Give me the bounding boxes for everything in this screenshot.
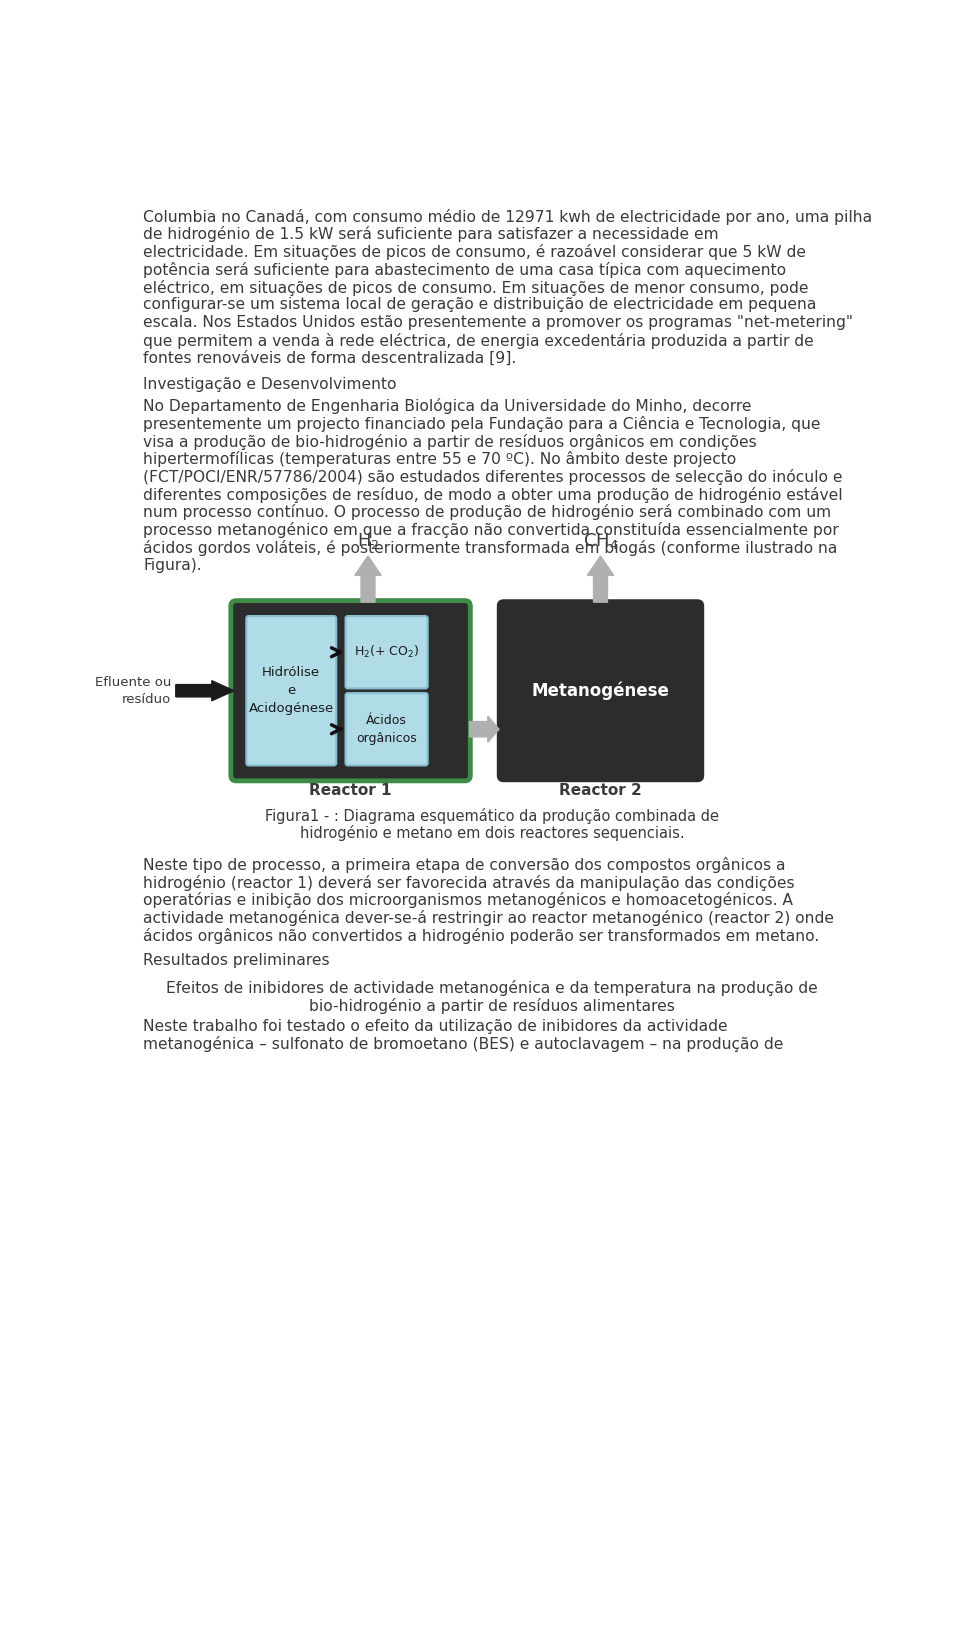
Text: H$_2$: H$_2$ [357, 531, 379, 552]
Text: electricidade. Em situações de picos de consumo, é razoável considerar que 5 kW : electricidade. Em situações de picos de … [143, 245, 806, 260]
Text: actividade metanogénica dever-se-á restringir ao reactor metanogénico (reactor 2: actividade metanogénica dever-se-á restr… [143, 910, 834, 927]
Text: Neste tipo de processo, a primeira etapa de conversão dos compostos orgânicos a: Neste tipo de processo, a primeira etapa… [143, 858, 785, 872]
FancyBboxPatch shape [230, 601, 470, 780]
Polygon shape [469, 716, 499, 743]
Text: Efluente ou
resíduo: Efluente ou resíduo [95, 675, 171, 706]
Text: ácidos orgânicos não convertidos a hidrogénio poderão ser transformados em metan: ácidos orgânicos não convertidos a hidro… [143, 928, 820, 943]
FancyBboxPatch shape [498, 601, 703, 780]
Text: hidrogénio (reactor 1) deverá ser favorecida através da manipulação das condiçõe: hidrogénio (reactor 1) deverá ser favore… [143, 874, 795, 891]
Text: hipertermofílicas (temperaturas entre 55 e 70 ºC). No âmbito deste projecto: hipertermofílicas (temperaturas entre 55… [143, 452, 736, 467]
Text: visa a produção de bio-hidrogénio a partir de resíduos orgânicos em condições: visa a produção de bio-hidrogénio a part… [143, 434, 757, 450]
Text: metanogénica – sulfonato de bromoetano (BES) e autoclavagem – na produção de: metanogénica – sulfonato de bromoetano (… [143, 1037, 783, 1053]
Text: Investigação e Desenvolvimento: Investigação e Desenvolvimento [143, 378, 396, 393]
Text: bio-hidrogénio a partir de resíduos alimentares: bio-hidrogénio a partir de resíduos alim… [309, 997, 675, 1014]
Text: processo metanogénico em que a fracção não convertida constituída essencialmente: processo metanogénico em que a fracção n… [143, 522, 839, 539]
Text: diferentes composições de resíduo, de modo a obter uma produção de hidrogénio es: diferentes composições de resíduo, de mo… [143, 486, 843, 503]
Text: Reactor 2: Reactor 2 [559, 784, 642, 798]
Text: Resultados preliminares: Resultados preliminares [143, 953, 330, 968]
Text: fontes renováveis de forma descentralizada [9].: fontes renováveis de forma descentraliza… [143, 350, 516, 366]
Text: Columbia no Canadá, com consumo médio de 12971 kwh de electricidade por ano, uma: Columbia no Canadá, com consumo médio de… [143, 209, 873, 225]
FancyBboxPatch shape [346, 693, 427, 766]
Text: de hidrogénio de 1.5 kW será suficiente para satisfazer a necessidade em: de hidrogénio de 1.5 kW será suficiente … [143, 227, 719, 243]
Text: Figura1 - : Diagrama esquemático da produção combinada de: Figura1 - : Diagrama esquemático da prod… [265, 808, 719, 823]
Text: que permitem a venda à rede eléctrica, de energia excedentária produzida a parti: que permitem a venda à rede eléctrica, d… [143, 332, 814, 348]
Text: No Departamento de Engenharia Biológica da Universidade do Minho, decorre: No Departamento de Engenharia Biológica … [143, 398, 752, 414]
Text: operatórias e inibição dos microorganismos metanogénicos e homoacetogénicos. A: operatórias e inibição dos microorganism… [143, 892, 793, 909]
Text: potência será suficiente para abastecimento de uma casa típica com aquecimento: potência será suficiente para abastecime… [143, 261, 786, 278]
Text: Ácidos
orgânicos: Ácidos orgânicos [356, 713, 417, 744]
Text: escala. Nos Estados Unidos estão presentemente a promover os programas "net-mete: escala. Nos Estados Unidos estão present… [143, 315, 853, 330]
Text: CH$_4$: CH$_4$ [583, 531, 618, 552]
Text: Hidrólise
e
Acidogénese: Hidrólise e Acidogénese [249, 665, 334, 715]
Text: ácidos gordos voláteis, é posteriormente transformada em biogás (conforme ilustr: ácidos gordos voláteis, é posteriormente… [143, 541, 838, 555]
Text: num processo contínuo. O processo de produção de hidrogénio será combinado com u: num processo contínuo. O processo de pro… [143, 504, 831, 521]
Text: configurar-se um sistema local de geração e distribuição de electricidade em peq: configurar-se um sistema local de geraçã… [143, 297, 817, 312]
Text: (FCT/POCI/ENR/57786/2004) são estudados diferentes processos de selecção do inóc: (FCT/POCI/ENR/57786/2004) são estudados … [143, 468, 843, 485]
FancyBboxPatch shape [247, 616, 336, 766]
Text: Reactor 1: Reactor 1 [309, 784, 392, 798]
Text: Figura).: Figura). [143, 557, 202, 572]
Text: eléctrico, em situações de picos de consumo. Em situações de menor consumo, pode: eléctrico, em situações de picos de cons… [143, 279, 808, 296]
Polygon shape [588, 555, 613, 603]
FancyBboxPatch shape [346, 616, 427, 688]
Text: presentemente um projecto financiado pela Fundação para a Ciência e Tecnologia, : presentemente um projecto financiado pel… [143, 416, 821, 432]
Text: hidrogénio e metano em dois reactores sequenciais.: hidrogénio e metano em dois reactores se… [300, 825, 684, 841]
Text: Efeitos de inibidores de actividade metanogénica e da temperatura na produção de: Efeitos de inibidores de actividade meta… [166, 981, 818, 996]
Text: H$_2$(+ CO$_2$): H$_2$(+ CO$_2$) [354, 644, 420, 660]
Polygon shape [355, 555, 381, 603]
Text: Neste trabalho foi testado o efeito da utilização de inibidores da actividade: Neste trabalho foi testado o efeito da u… [143, 1019, 728, 1033]
Text: Metanogénese: Metanogénese [532, 682, 669, 700]
Polygon shape [176, 680, 234, 702]
